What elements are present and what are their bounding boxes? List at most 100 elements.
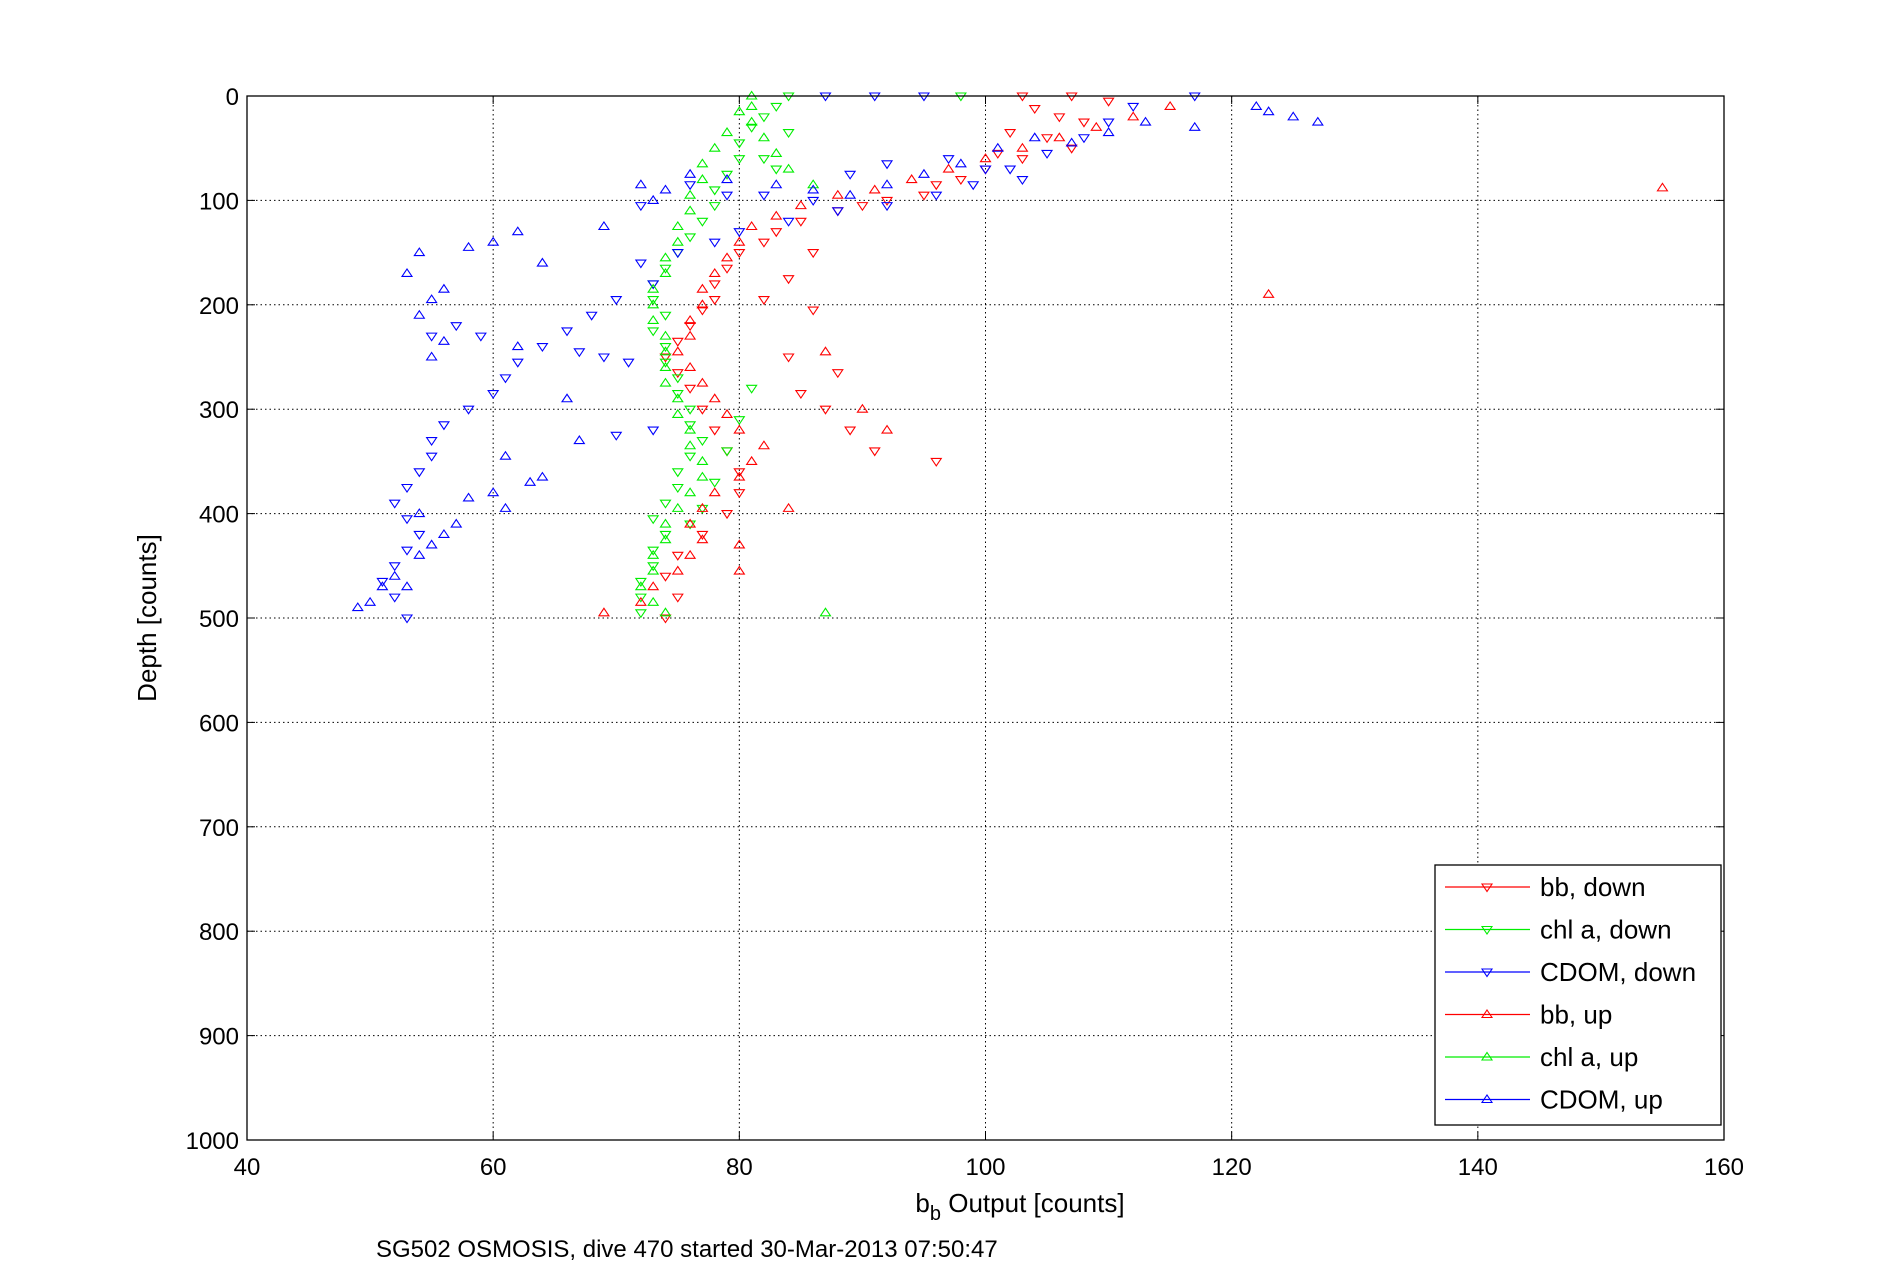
data-point [671, 249, 684, 259]
y-tick-label: 800 [199, 919, 239, 946]
data-point [671, 468, 684, 478]
data-point [659, 499, 672, 509]
y-tick-label: 700 [199, 815, 239, 842]
data-point [684, 233, 697, 243]
data-point [499, 374, 512, 384]
data-point [684, 518, 697, 528]
data-point [413, 247, 426, 257]
data-point [1004, 165, 1017, 175]
data-point [511, 226, 524, 236]
legend-marker [1480, 1051, 1494, 1061]
data-point [844, 426, 857, 436]
data-point [585, 311, 598, 321]
data-point [684, 440, 697, 450]
data-point [413, 530, 426, 540]
data-point [647, 562, 660, 572]
data-point [1188, 121, 1201, 131]
data-point [671, 593, 684, 603]
data-point [647, 426, 660, 436]
data-point [745, 384, 758, 394]
data-point [684, 168, 697, 178]
y-tick-label: 100 [199, 188, 239, 215]
data-point [1041, 149, 1054, 159]
data-point [671, 389, 684, 400]
legend-marker [1480, 1094, 1494, 1104]
data-point [487, 487, 500, 497]
data-point [770, 228, 783, 238]
data-point [351, 602, 364, 612]
data-point [844, 189, 857, 199]
data-point [462, 241, 475, 251]
legend-marker [1480, 1009, 1494, 1019]
data-point [868, 447, 881, 457]
data-point [684, 384, 697, 394]
data-point [511, 358, 524, 368]
data-point [659, 534, 672, 544]
data-point [671, 483, 684, 493]
data-point [733, 471, 746, 481]
data-point [930, 191, 943, 201]
data-point [708, 238, 721, 248]
data-point [1102, 118, 1115, 128]
data-point [1262, 288, 1275, 298]
data-point [647, 194, 660, 204]
data-point [684, 361, 697, 371]
data-point [659, 572, 672, 582]
data-point [659, 607, 672, 617]
data-point [634, 609, 647, 619]
data-point [881, 424, 894, 434]
data-point [1065, 137, 1078, 147]
data-point [708, 186, 721, 196]
data-point [1139, 116, 1152, 126]
data-point [684, 322, 697, 332]
data-point [1262, 106, 1275, 116]
data-point [1287, 111, 1300, 121]
data-point [917, 92, 930, 102]
data-point [844, 170, 857, 180]
x-tick-label: 40 [234, 1154, 261, 1181]
data-point [437, 421, 450, 431]
data-point [1028, 132, 1041, 142]
data-point [1077, 118, 1090, 128]
data-point [659, 358, 672, 368]
data-point [671, 337, 684, 347]
data-point [696, 405, 709, 415]
data-point [1090, 121, 1103, 131]
data-point [684, 520, 697, 530]
data-point [659, 614, 672, 624]
data-point [425, 539, 438, 549]
data-point [696, 283, 709, 293]
data-point [634, 581, 647, 591]
data-point [560, 327, 574, 337]
data-point [720, 264, 734, 274]
data-point [659, 530, 672, 540]
data-point [1016, 92, 1029, 102]
data-point [499, 502, 512, 512]
data-point [684, 487, 697, 497]
data-point [881, 160, 894, 170]
data-point [807, 249, 820, 259]
data-point [794, 200, 807, 210]
data-point [1164, 100, 1177, 110]
data-point [400, 483, 414, 493]
data-point [696, 299, 709, 309]
x-axis-label: bb Output [counts] [915, 1188, 1124, 1225]
data-point [696, 377, 709, 387]
data-point [708, 296, 721, 306]
data-point [684, 424, 697, 434]
data-point [819, 405, 832, 415]
data-point [1065, 144, 1078, 154]
data-point [1016, 155, 1029, 165]
data-point [647, 327, 660, 337]
data-point [573, 435, 586, 445]
data-point [930, 181, 943, 191]
data-point [659, 252, 672, 262]
data-point [991, 149, 1004, 159]
data-point [1016, 142, 1029, 152]
data-point [720, 191, 734, 201]
data-point [388, 570, 401, 580]
data-point [400, 546, 414, 556]
data-point [597, 221, 610, 231]
data-point [450, 322, 463, 332]
